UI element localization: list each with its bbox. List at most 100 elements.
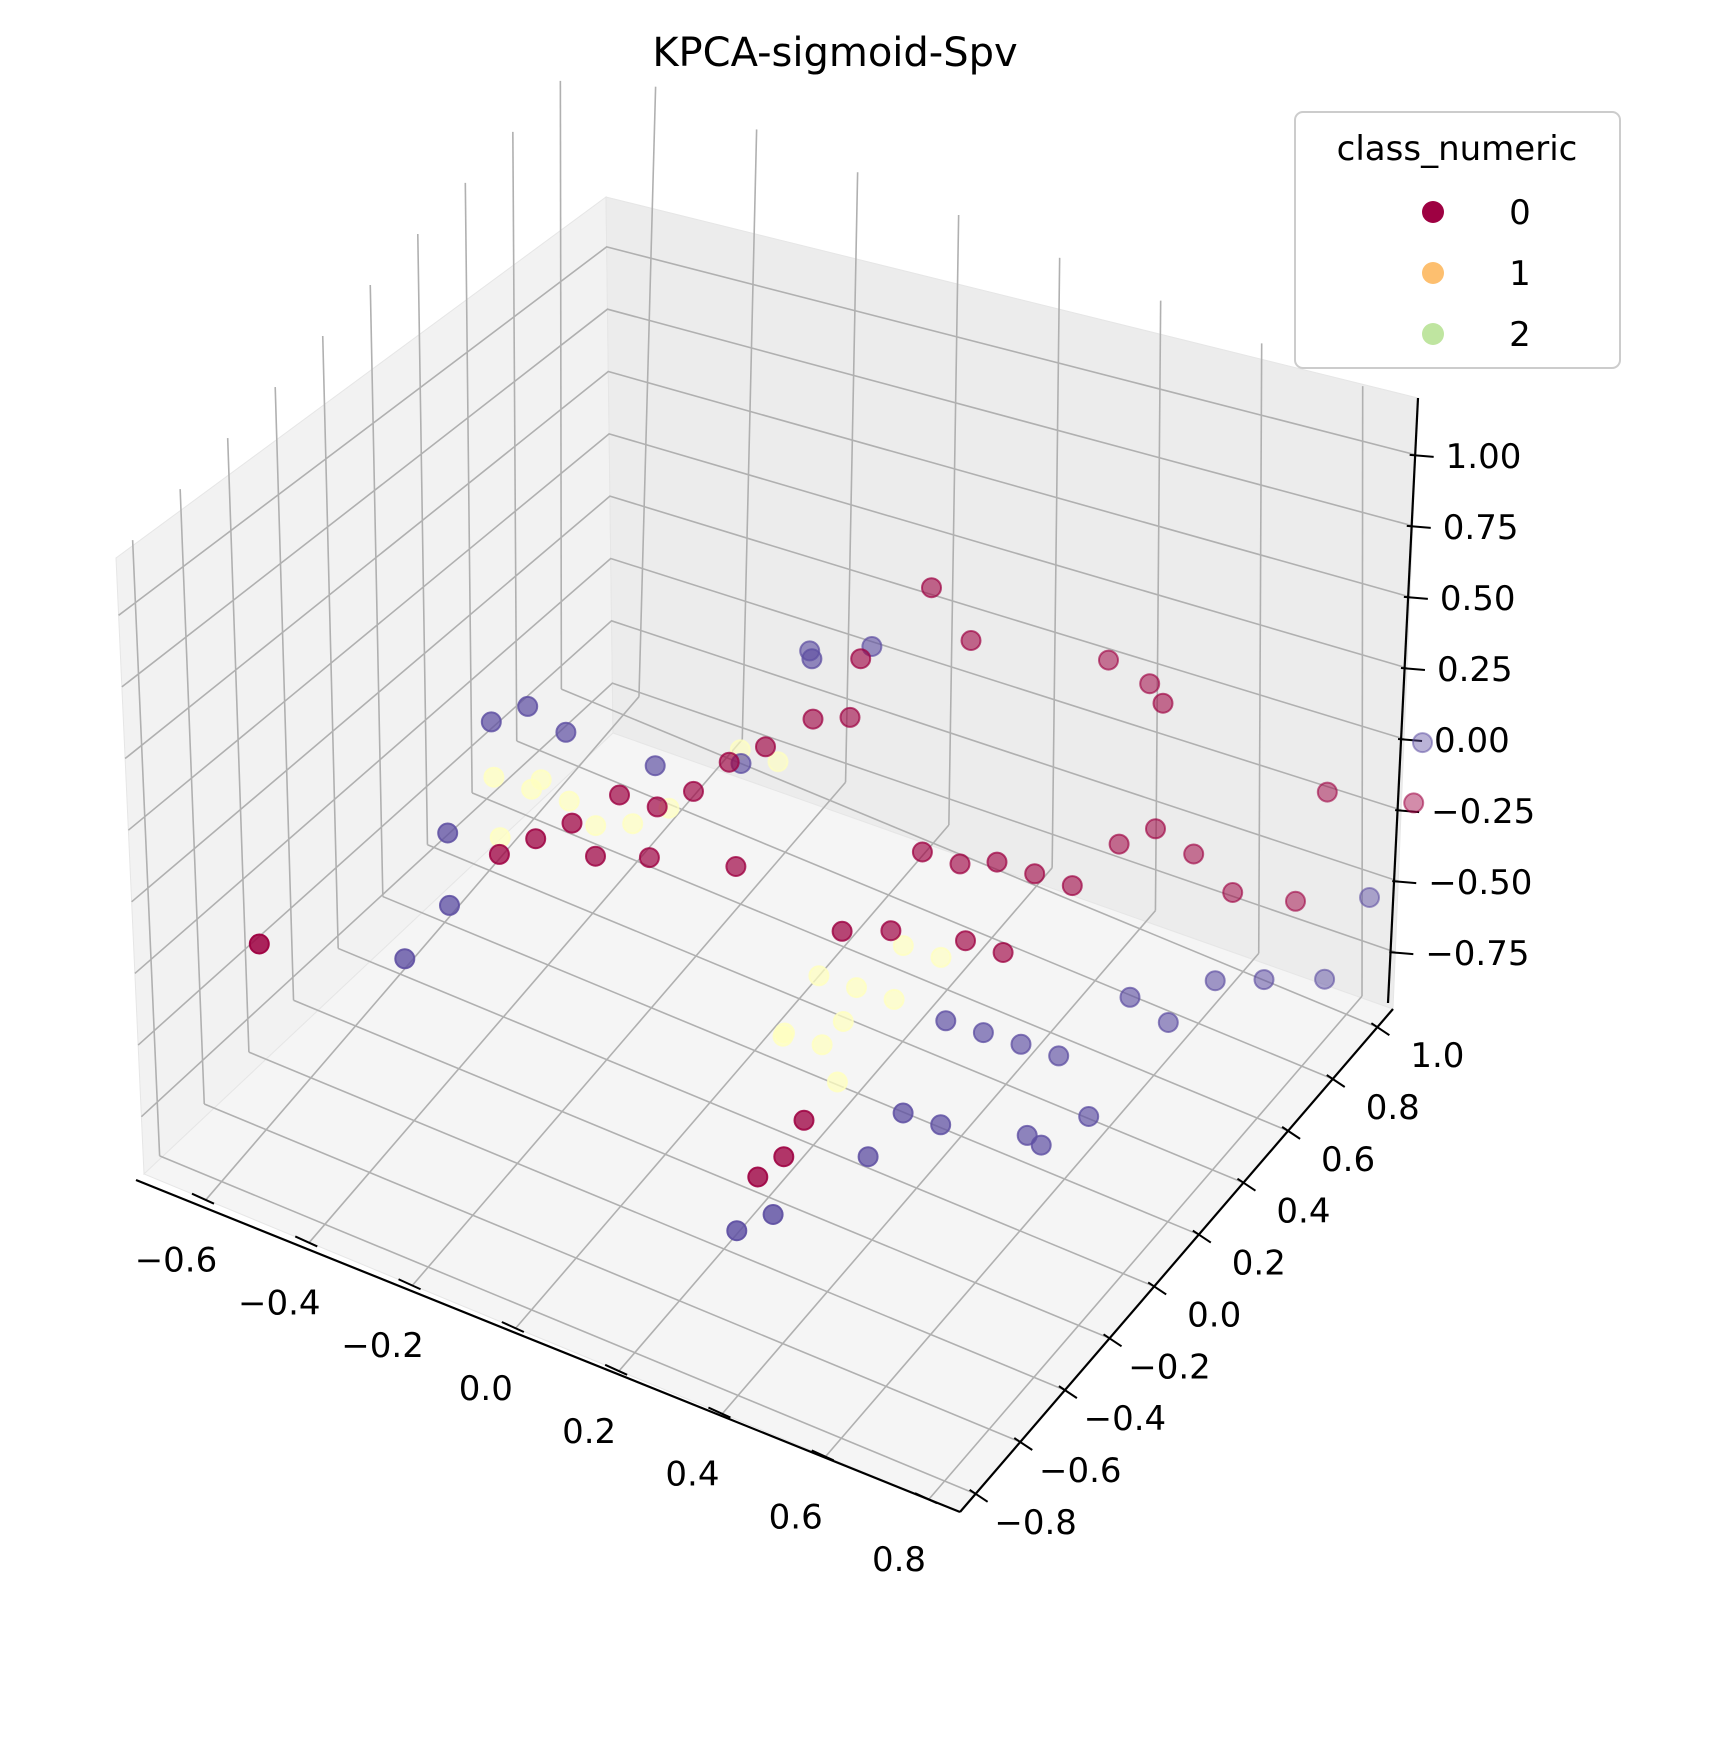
scatter-point-class-2 xyxy=(801,648,823,670)
y-tick-label: 0.6 xyxy=(1321,1140,1375,1180)
scatter-point-class-2 xyxy=(1314,968,1336,990)
y-tick-mark xyxy=(1236,1177,1257,1192)
x-tick-label: 0.8 xyxy=(872,1540,926,1580)
scatter-point-class-2 xyxy=(1119,986,1141,1008)
y-tick-label: 1.0 xyxy=(1410,1036,1464,1076)
grid-line-x-floor xyxy=(308,738,743,1243)
grid-line-y-left xyxy=(369,284,384,897)
grid-line-y-floor xyxy=(516,740,1334,1080)
scatter-point-class-0 xyxy=(1139,673,1161,695)
legend-label-1: 1 xyxy=(1509,254,1531,294)
y-tick-mark xyxy=(1058,1385,1078,1399)
legend-title: class_numeric xyxy=(1337,129,1578,169)
scatter-point-class-0 xyxy=(638,847,660,869)
scatter-point-class-0 xyxy=(839,706,861,728)
grid-line-x-floor xyxy=(825,952,1260,1457)
grid-line-x-back xyxy=(1051,257,1061,868)
z-tick-mark xyxy=(1409,453,1434,458)
scatter-point-class-2 xyxy=(892,1102,914,1124)
z-tick-mark xyxy=(1392,880,1417,885)
scatter-point-class-2 xyxy=(439,894,460,916)
scatter-point-class-0 xyxy=(992,942,1014,963)
z-tick-mark xyxy=(1403,595,1428,600)
z-tick-label: 1.00 xyxy=(1446,437,1522,477)
y-tick-label: −0.2 xyxy=(1128,1347,1211,1387)
scatter-point-class-0 xyxy=(1152,692,1174,714)
scatter-point-class-2 xyxy=(644,755,666,777)
z-axis-line xyxy=(1386,397,1420,1004)
grid-line-x-floor xyxy=(411,781,847,1286)
scatter-point-class-2 xyxy=(1157,1012,1179,1033)
scatter-point-class-0 xyxy=(1145,818,1166,840)
y-tick-label: 0.2 xyxy=(1232,1244,1286,1284)
y-tick-label: −0.4 xyxy=(1084,1399,1167,1439)
scatter-point-class-1 xyxy=(826,1071,848,1093)
x-tick-label: 0.0 xyxy=(459,1369,513,1409)
scatter-point-class-1 xyxy=(622,813,644,835)
scatter-point-class-2 xyxy=(1078,1106,1100,1127)
scatter-point-class-2 xyxy=(930,1114,952,1136)
legend-box xyxy=(1294,111,1621,369)
scatter-point-class-1 xyxy=(892,935,914,957)
legend-marker-1 xyxy=(1422,262,1444,284)
scatter-point-class-2 xyxy=(857,1146,879,1168)
grid-line-z xyxy=(131,495,1405,903)
grid-line-x-floor xyxy=(721,910,1157,1415)
grid-line-y-floor xyxy=(203,1103,1021,1443)
z-tick-label: 0.50 xyxy=(1440,579,1516,619)
legend-label-2: 2 xyxy=(1509,315,1531,355)
y-axis-line xyxy=(959,1008,1394,1513)
x-tick-mark xyxy=(191,1192,215,1205)
legend-marker-0 xyxy=(1422,201,1444,223)
x-tick-mark xyxy=(708,1406,731,1419)
scatter-point-class-1 xyxy=(808,965,830,987)
scatter-point-class-2 xyxy=(517,695,539,717)
scatter-point-class-0 xyxy=(561,812,583,834)
chart-title: KPCA-sigmoid-Spv xyxy=(652,30,1017,76)
z-tick-label: 0.25 xyxy=(1437,650,1513,690)
scatter-point-class-0 xyxy=(718,751,740,773)
y-tick-mark xyxy=(1013,1437,1033,1451)
scatter-point-class-0 xyxy=(1183,843,1205,865)
scatter-point-class-0 xyxy=(646,796,668,818)
grid-line-y-floor xyxy=(561,688,1378,1028)
scatter-point-class-0 xyxy=(831,920,853,942)
scatter-point-class-2 xyxy=(394,948,416,970)
grid-line-z xyxy=(140,682,1396,1118)
grid-line-z xyxy=(124,370,1411,760)
legend-label-0: 0 xyxy=(1509,193,1531,233)
scatter-point-class-1 xyxy=(883,988,905,1010)
scatter-point-class-0 xyxy=(921,577,942,599)
x-tick-mark xyxy=(501,1321,525,1333)
scatter-point-class-0 xyxy=(1098,649,1119,671)
grid-line-x-floor xyxy=(928,995,1363,1500)
y-tick-mark xyxy=(1281,1126,1301,1140)
z-tick-label: 0.75 xyxy=(1443,508,1519,548)
y-tick-label: 0.4 xyxy=(1276,1192,1330,1232)
scatter-point-class-1 xyxy=(483,766,505,788)
scatter-point-class-0 xyxy=(949,853,971,875)
scatter-point-class-2 xyxy=(437,822,459,844)
scatter-point-class-1 xyxy=(767,751,789,773)
x-axis-line xyxy=(135,1178,961,1514)
scatter-point-class-0 xyxy=(960,630,982,651)
z-tick-mark xyxy=(1389,951,1414,956)
y-tick-label: 0.8 xyxy=(1366,1088,1420,1128)
grid-line-y-left xyxy=(512,131,518,742)
grid-line-x-back xyxy=(1154,300,1162,911)
z-tick-label: 0.00 xyxy=(1434,721,1510,761)
scatter-point-class-1 xyxy=(558,790,580,812)
scatter-point-class-0 xyxy=(488,843,510,865)
grid-line-x-back xyxy=(1361,386,1364,997)
scatter-point-class-0 xyxy=(1108,833,1130,855)
y-tick-mark xyxy=(1102,1333,1123,1348)
x-tick-label: −0.6 xyxy=(135,1241,218,1281)
x-tick-mark xyxy=(604,1363,628,1376)
scatter-point-class-0 xyxy=(1285,890,1306,912)
grid-line-y-floor xyxy=(159,1155,976,1495)
grid-line-y-left xyxy=(416,233,429,845)
scatter-point-class-0 xyxy=(911,841,933,863)
y-tick-mark xyxy=(1192,1229,1212,1244)
scatter-point-class-0 xyxy=(725,856,747,877)
scatter-point-class-0 xyxy=(525,828,547,850)
